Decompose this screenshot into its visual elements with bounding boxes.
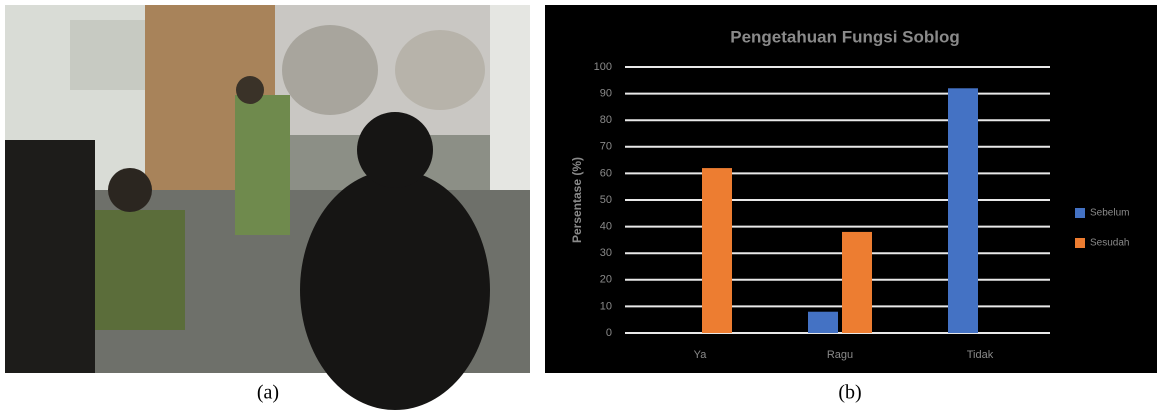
y-tick-label: 0 bbox=[606, 327, 612, 339]
bar bbox=[808, 312, 838, 333]
x-tick-label: Tidak bbox=[967, 349, 994, 361]
legend-swatch bbox=[1075, 238, 1085, 248]
y-tick-label: 30 bbox=[600, 247, 612, 259]
bar bbox=[842, 232, 872, 333]
y-axis-label: Persentase (%) bbox=[570, 157, 584, 243]
caption: (b) bbox=[838, 382, 861, 404]
figure: (a) (b) Pengetahuan Fungsi Soblog Persen… bbox=[0, 0, 1157, 410]
chart-title: Pengetahuan Fungsi Soblog bbox=[730, 27, 960, 46]
y-tick-label: 80 bbox=[600, 114, 612, 126]
y-tick-label: 60 bbox=[600, 167, 612, 179]
legend-label: Sebelum bbox=[1090, 208, 1129, 219]
photo bbox=[5, 5, 530, 410]
figure-canvas: (a) (b) Pengetahuan Fungsi Soblog Persen… bbox=[0, 0, 1157, 410]
y-tick-label: 20 bbox=[600, 274, 612, 286]
y-tick-label: 10 bbox=[600, 300, 612, 312]
bar bbox=[702, 168, 732, 333]
bar bbox=[948, 88, 978, 333]
y-tick-label: 40 bbox=[600, 221, 612, 233]
legend-swatch bbox=[1075, 208, 1085, 218]
y-tick-label: 70 bbox=[600, 141, 612, 153]
x-tick-label: Ragu bbox=[827, 349, 853, 361]
x-tick-label: Ya bbox=[694, 349, 708, 361]
y-tick-label: 50 bbox=[600, 194, 612, 206]
legend-label: Sesudah bbox=[1090, 238, 1129, 249]
caption: (a) bbox=[257, 382, 279, 404]
y-tick-label: 100 bbox=[594, 61, 612, 73]
y-tick-label: 90 bbox=[600, 88, 612, 100]
